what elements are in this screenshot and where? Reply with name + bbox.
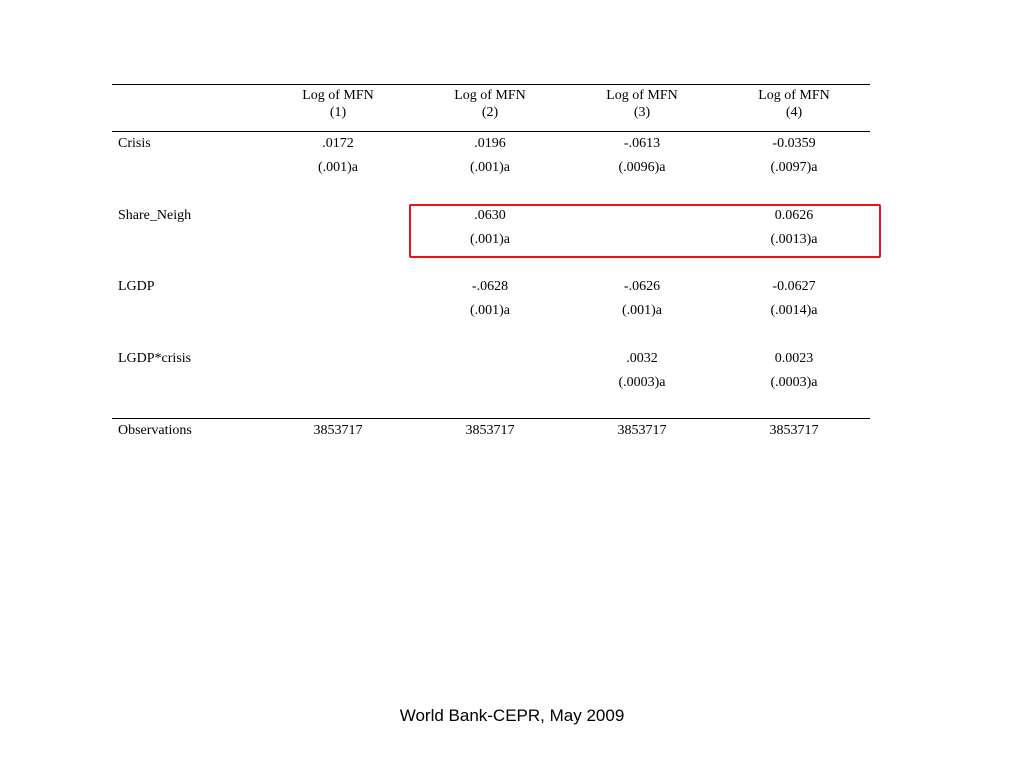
column-number: (4) [785,105,803,120]
se-cell: (.0096)a [618,160,666,175]
observations-cell: 3853717 [769,423,819,438]
column-number: (1) [329,105,347,120]
row-label-lgdp-crisis: LGDP*crisis [118,351,192,366]
se-cell: (.0003)a [770,375,818,390]
share-neigh-highlight-box [409,204,881,258]
column-header-1: Log of MFN (1) [268,87,408,121]
column-header-3: Log of MFN (3) [572,87,712,121]
column-number: (3) [633,105,651,120]
se-cell: (.0097)a [770,160,818,175]
column-number: (2) [481,105,499,120]
observations-cell: 3853717 [313,423,363,438]
row-label-share-neigh: Share_Neigh [118,208,192,223]
column-title: Log of MFN [302,88,374,103]
observations-cell: 3853717 [617,423,667,438]
coef-cell: -.0626 [623,279,661,294]
header-rule [112,131,870,132]
se-cell: (.001)a [317,160,359,175]
coef-cell: .0172 [322,136,354,151]
coef-cell: -0.0359 [772,136,816,151]
coef-cell: -0.0627 [772,279,816,294]
column-header-4: Log of MFN (4) [724,87,864,121]
column-header-2: Log of MFN (2) [420,87,560,121]
se-cell: (.0013)a [770,232,818,247]
coef-cell: -.0613 [623,136,661,151]
column-title: Log of MFN [454,88,526,103]
row-label-observations: Observations [118,423,192,438]
row-label-crisis: Crisis [118,136,151,151]
coef-cell: .0196 [474,136,506,151]
se-cell: (.001)a [469,303,511,318]
column-title: Log of MFN [758,88,830,103]
observations-rule [112,418,870,419]
coef-cell: 0.0023 [774,351,814,366]
se-cell: (.001)a [621,303,663,318]
observations-cell: 3853717 [465,423,515,438]
coef-cell: -.0628 [471,279,509,294]
se-cell: (.001)a [469,232,511,247]
table-top-rule [112,84,870,85]
coef-cell: 0.0626 [774,208,814,223]
se-cell: (.001)a [469,160,511,175]
row-label-lgdp: LGDP [118,279,155,294]
coef-cell: .0630 [474,208,506,223]
coef-cell: .0032 [626,351,658,366]
se-cell: (.0003)a [618,375,666,390]
column-title: Log of MFN [606,88,678,103]
se-cell: (.0014)a [770,303,818,318]
footer-caption: World Bank-CEPR, May 2009 [399,706,625,725]
